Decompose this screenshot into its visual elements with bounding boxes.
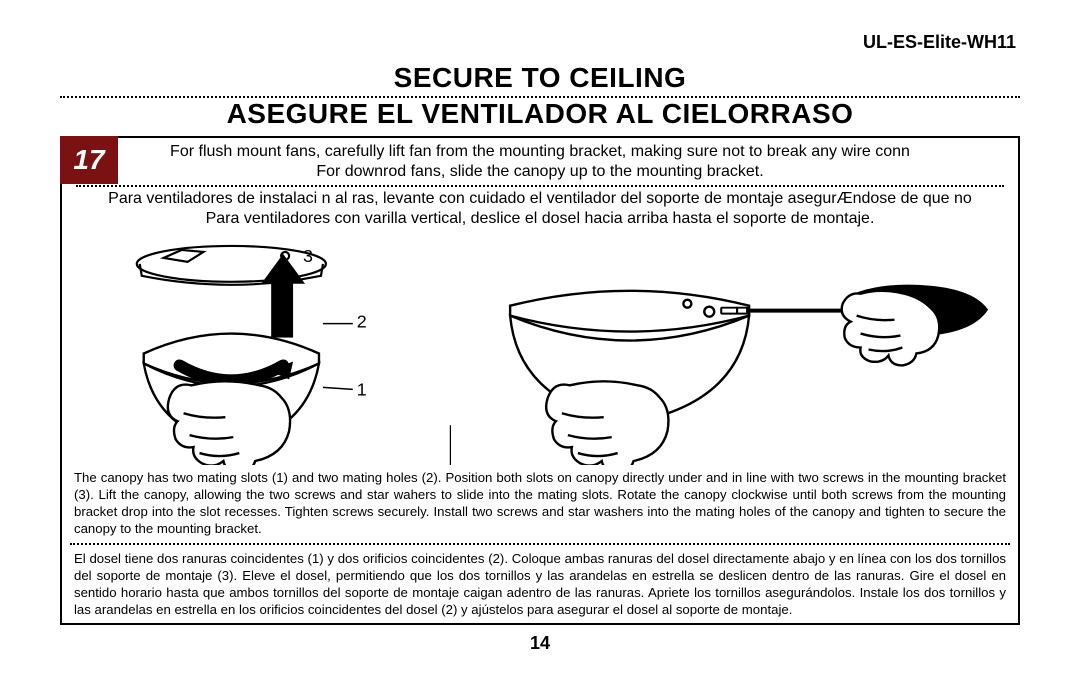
callout-1: 1 xyxy=(357,379,367,399)
intro-es-line1: Para ventiladores de instalaci n al ras,… xyxy=(72,189,1008,209)
intro-en: For flush mount fans, carefully lift fan… xyxy=(72,142,1008,183)
illustration-row: 3 2 1 xyxy=(62,236,1018,466)
manual-page: UL-ES-Elite-WH11 SECURE TO CEILING ASEGU… xyxy=(0,0,1080,698)
heading-en: SECURE TO CEILING xyxy=(60,62,1020,94)
intro-text-block: For flush mount fans, carefully lift fan… xyxy=(62,138,1018,236)
illustration-svg: 3 2 1 xyxy=(70,236,1010,465)
intro-en-line1: For flush mount fans, carefully lift fan… xyxy=(72,142,1008,162)
intro-es: Para ventiladores de instalaci n al ras,… xyxy=(72,189,1008,230)
step-number-badge: 17 xyxy=(60,136,118,184)
callout-2: 2 xyxy=(357,311,367,331)
paragraph-divider xyxy=(70,543,1010,545)
paragraph-es: El dosel tiene dos ranuras coincidentes … xyxy=(62,547,1018,623)
heading-es: ASEGURE EL VENTILADOR AL CIELORRASO xyxy=(60,98,1020,130)
right-illustration xyxy=(510,285,988,465)
instruction-box: 17 For flush mount fans, carefully lift … xyxy=(60,136,1020,625)
intro-divider xyxy=(76,185,1004,187)
intro-en-line2: For downrod fans, slide the canopy up to… xyxy=(72,162,1008,182)
callout-3: 3 xyxy=(303,246,313,266)
heading-block: SECURE TO CEILING ASEGURE EL VENTILADOR … xyxy=(60,62,1020,130)
intro-es-line2: Para ventiladores con varilla vertical, … xyxy=(72,209,1008,229)
left-illustration: 3 2 1 xyxy=(137,246,451,465)
page-number: 14 xyxy=(60,633,1020,654)
model-number: UL-ES-Elite-WH11 xyxy=(863,32,1016,53)
paragraph-en: The canopy has two mating slots (1) and … xyxy=(62,466,1018,542)
